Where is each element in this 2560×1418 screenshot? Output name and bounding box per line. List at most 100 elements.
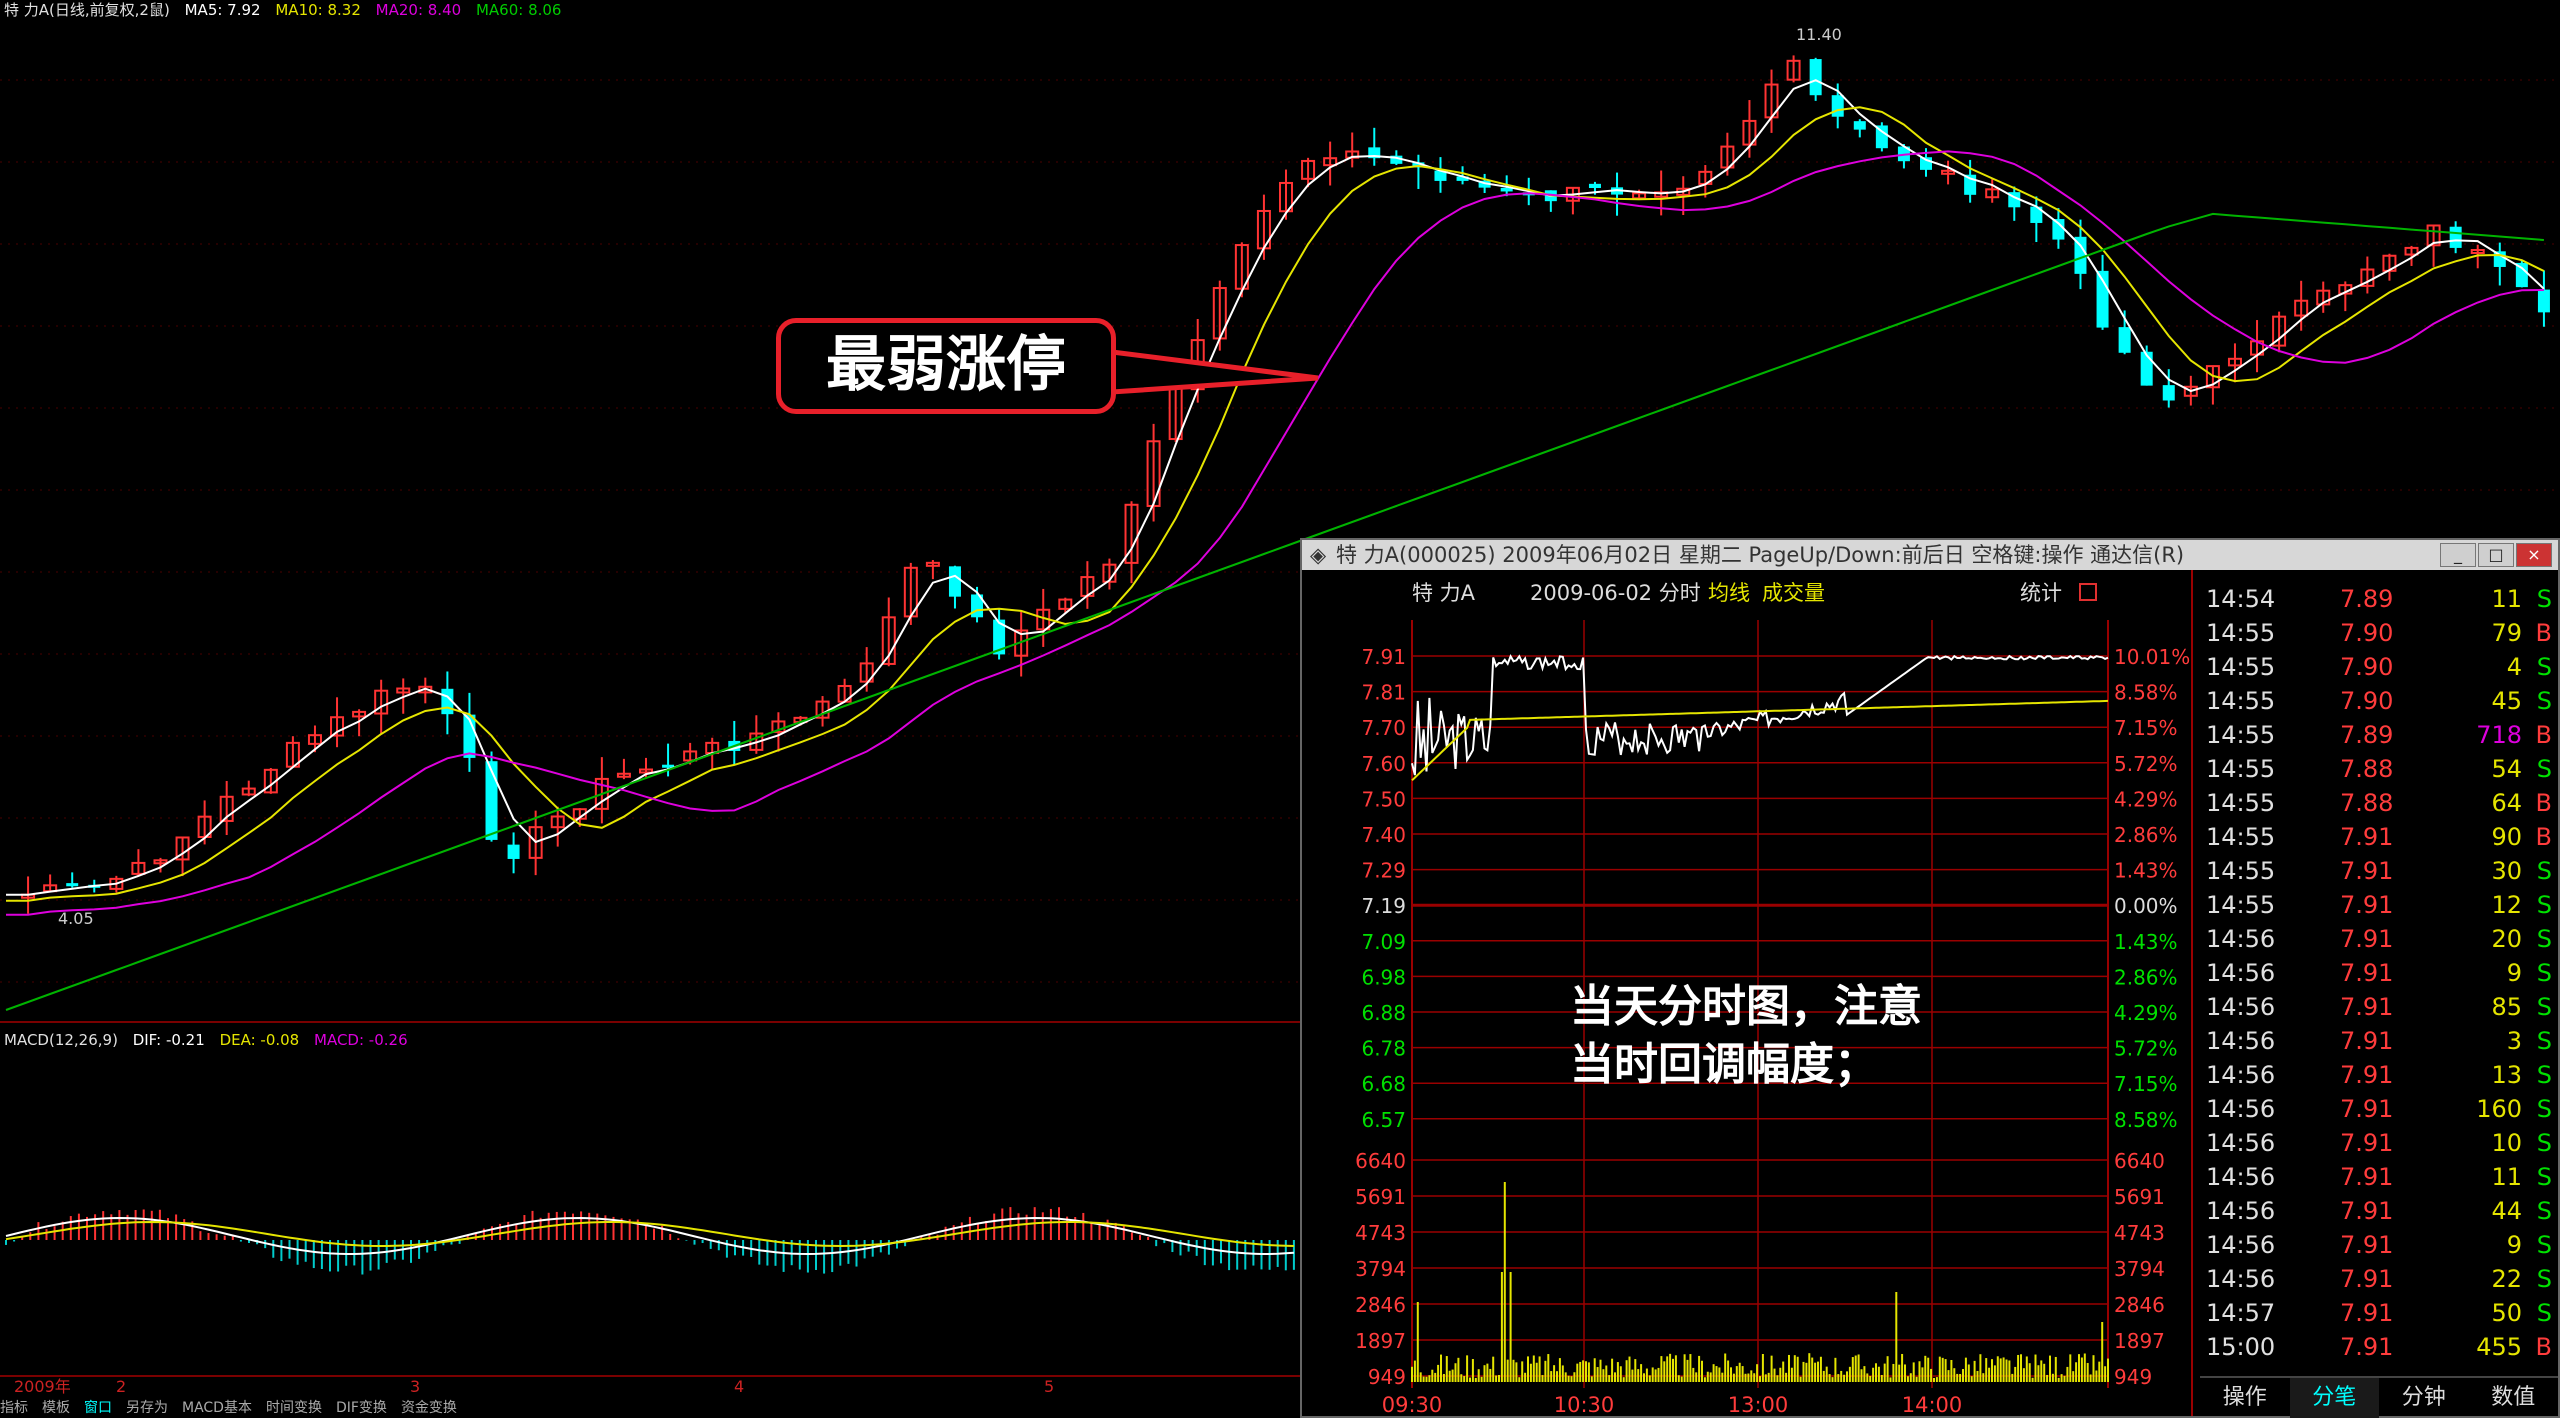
tick-row[interactable]: 14:56 7.91 11 S xyxy=(2200,1160,2558,1194)
candle-body xyxy=(639,768,653,774)
candle-body xyxy=(2140,351,2153,386)
tick-price: 7.91 xyxy=(2340,857,2394,885)
candle-body xyxy=(859,662,874,683)
tab-operate[interactable]: 操作 xyxy=(2222,1385,2267,1410)
pct-label: 7.15% xyxy=(2114,716,2178,740)
tick-row[interactable]: 14:56 7.91 9 S xyxy=(2200,1228,2558,1262)
tick-row[interactable]: 14:55 7.89 718 B xyxy=(2200,718,2558,752)
tick-volume: 50 xyxy=(2491,1299,2522,1327)
tick-price: 7.90 xyxy=(2340,653,2394,681)
tick-flag: S xyxy=(2536,653,2552,681)
tick-row[interactable]: 14:55 7.90 45 S xyxy=(2200,684,2558,718)
candle-body xyxy=(2404,246,2419,256)
tick-volume: 22 xyxy=(2491,1265,2522,1293)
candle-body xyxy=(594,777,609,810)
tick-time: 15:00 xyxy=(2206,1333,2276,1361)
popup-title: 特 力A(000025) 2009年06月02日 星期二 PageUp/Down… xyxy=(1336,543,2185,567)
candle-body xyxy=(1786,59,1801,81)
indicator-tab[interactable]: 另存为 xyxy=(126,1400,168,1416)
tick-price: 7.91 xyxy=(2340,993,2394,1021)
tick-list[interactable]: 14:54 7.89 11 S 14:55 7.90 79 B 14:55 7.90 4 S 14:55… xyxy=(2200,582,2558,1382)
candles xyxy=(21,55,2550,914)
indicator-tab[interactable]: 窗口 xyxy=(84,1400,112,1416)
tick-time: 14:56 xyxy=(2206,1129,2276,1157)
indicator-tab[interactable]: 指标 xyxy=(0,1400,28,1416)
candle-body xyxy=(1323,157,1338,167)
volume-axis-label-right: 3794 xyxy=(2114,1257,2165,1281)
candle-body xyxy=(1742,119,1757,146)
tick-row[interactable]: 14:55 7.91 90 B xyxy=(2200,820,2558,854)
tick-flag: B xyxy=(2535,789,2552,817)
candle-body xyxy=(2537,289,2550,313)
macd-name: MACD(12,26,9) xyxy=(4,1031,118,1049)
intraday-chart[interactable]: 特 力A 2009-06-02 分时 均线 成交量 统计 7.91 10.01% 7.81 8.… xyxy=(1302,570,2198,1416)
tick-row[interactable]: 14:57 7.91 50 S xyxy=(2200,1296,2558,1330)
indicator-tab[interactable]: 模板 xyxy=(42,1400,70,1416)
price-label: 6.57 xyxy=(1361,1108,1406,1132)
tick-row[interactable]: 14:56 7.91 160 S xyxy=(2200,1092,2558,1126)
candle-body xyxy=(881,616,896,665)
tick-price: 7.90 xyxy=(2340,619,2394,647)
tick-row[interactable]: 14:54 7.89 11 S xyxy=(2200,582,2558,616)
tick-time: 14:55 xyxy=(2206,823,2276,851)
tick-row[interactable]: 14:56 7.91 9 S xyxy=(2200,956,2558,990)
chart-date: 2009-06-02 分时 xyxy=(1530,581,1701,605)
tick-time: 14:55 xyxy=(2206,755,2276,783)
tick-row[interactable]: 14:56 7.91 85 S xyxy=(2200,990,2558,1024)
tick-row[interactable]: 14:56 7.91 22 S xyxy=(2200,1262,2558,1296)
chart-stock-name: 特 力A xyxy=(1412,581,1476,605)
maximize-button[interactable]: □ xyxy=(2478,543,2514,567)
candle-body xyxy=(507,844,520,859)
indicator-tab[interactable]: MACD基本 xyxy=(182,1400,252,1416)
tick-time: 14:55 xyxy=(2206,721,2276,749)
tick-row[interactable]: 14:56 7.91 20 S xyxy=(2200,922,2558,956)
tick-row[interactable]: 14:55 7.88 64 B xyxy=(2200,786,2558,820)
tab-minutes[interactable]: 分钟 xyxy=(2401,1385,2446,1410)
tab-ticks[interactable]: 分笔 xyxy=(2289,1378,2379,1418)
chart-header: 特 力A(日线,前复权,2鼠) MA5: 7.92 MA10: 8.32 MA2… xyxy=(4,0,571,22)
tick-volume: 45 xyxy=(2491,687,2522,715)
ma60-value: MA60: 8.06 xyxy=(475,1,562,19)
tick-row[interactable]: 14:56 7.91 3 S xyxy=(2200,1024,2558,1058)
app-icon: ◈ xyxy=(1310,543,1327,567)
close-button[interactable]: × xyxy=(2516,543,2552,567)
candle-body xyxy=(1434,170,1447,181)
indicator-tab[interactable]: 时间变换 xyxy=(265,1400,322,1416)
candle-body xyxy=(2118,327,2131,353)
tick-row[interactable]: 15:00 7.91 455 B xyxy=(2200,1330,2558,1364)
tick-price: 7.91 xyxy=(2340,891,2394,919)
time-label: 14:00 xyxy=(1902,1393,1963,1416)
indicator-tab[interactable]: DIF变换 xyxy=(335,1400,387,1416)
candle-body xyxy=(1588,183,1601,189)
candle-body xyxy=(2316,289,2331,306)
callout-box: 最弱涨停 xyxy=(776,318,1116,414)
tick-volume: 90 xyxy=(2491,823,2522,851)
annotation-note: 当天分时图，注意 当时回调幅度； xyxy=(1570,978,1922,1094)
ma20-value: MA20: 8.40 xyxy=(375,1,462,19)
tick-row[interactable]: 14:55 7.90 4 S xyxy=(2200,650,2558,684)
tick-row[interactable]: 14:55 7.91 30 S xyxy=(2200,854,2558,888)
volume-axis-label-right: 2846 xyxy=(2114,1293,2165,1317)
tick-row[interactable]: 14:56 7.91 44 S xyxy=(2200,1194,2558,1228)
time-label: 10:30 xyxy=(1554,1393,1615,1416)
candle-body xyxy=(683,750,698,762)
tick-row[interactable]: 14:56 7.91 13 S xyxy=(2200,1058,2558,1092)
tick-row[interactable]: 14:55 7.91 12 S xyxy=(2200,888,2558,922)
popup-titlebar[interactable]: ◈ 特 力A(000025) 2009年06月02日 星期二 PageUp/Do… xyxy=(1302,540,2558,570)
tick-price: 7.90 xyxy=(2340,687,2394,715)
tick-row[interactable]: 14:56 7.91 10 S xyxy=(2200,1126,2558,1160)
ma5-line xyxy=(6,79,2545,896)
tick-row[interactable]: 14:55 7.90 79 B xyxy=(2200,616,2558,650)
ma5-value: MA5: 7.92 xyxy=(184,1,261,19)
volume-axis-label: 4743 xyxy=(1355,1221,1406,1245)
candle-body xyxy=(1875,125,1888,149)
tick-time: 14:55 xyxy=(2206,687,2276,715)
tick-volume: 4 xyxy=(2506,653,2522,681)
tab-values[interactable]: 数值 xyxy=(2491,1385,2536,1410)
tick-flag: S xyxy=(2536,1163,2552,1191)
minimize-button[interactable]: _ xyxy=(2440,543,2476,567)
tick-row[interactable]: 14:55 7.88 54 S xyxy=(2200,752,2558,786)
tick-time: 14:56 xyxy=(2206,1231,2276,1259)
indicator-tab[interactable]: 资金变换 xyxy=(400,1400,457,1416)
